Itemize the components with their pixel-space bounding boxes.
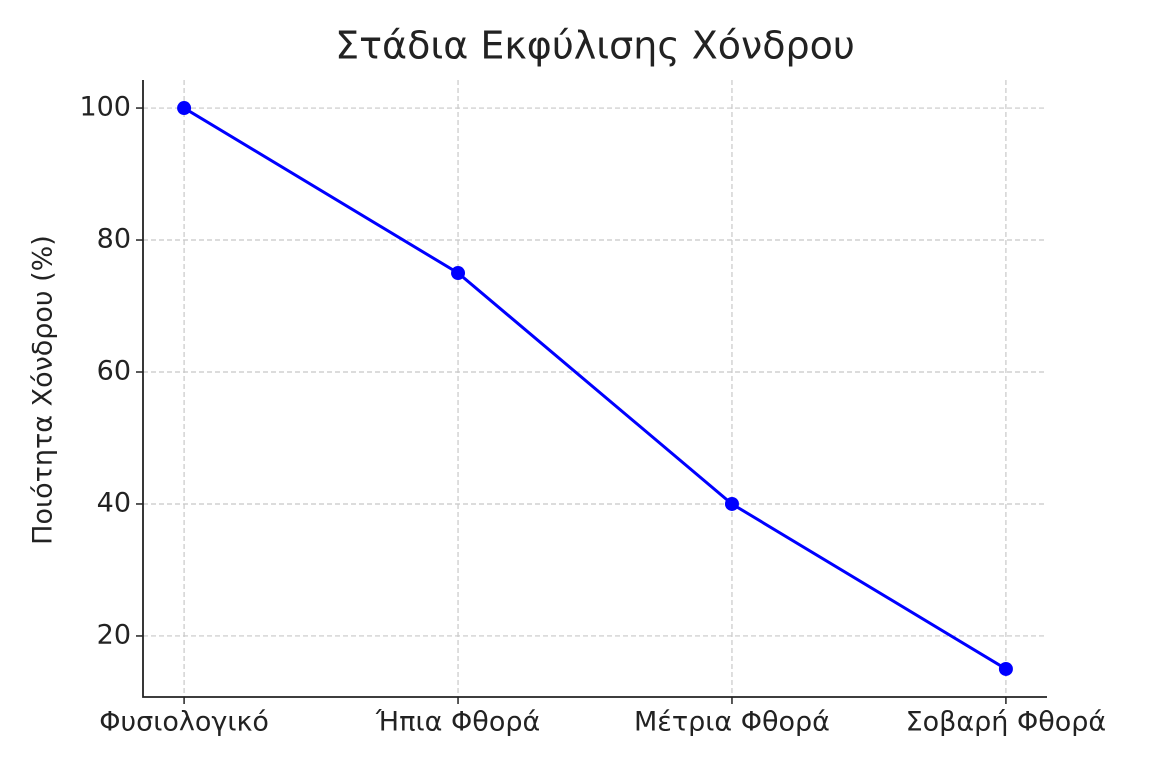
point <box>177 101 192 116</box>
y-tick-label: 40 <box>97 487 131 518</box>
y-axis-label: Ποιότητα Χόνδρου (%) <box>28 235 59 545</box>
point <box>451 266 466 281</box>
chart-title: Στάδια Εκφύλισης Χόνδρου <box>335 24 855 68</box>
x-tick-label: Μέτρια Φθορά <box>634 707 830 738</box>
line <box>183 106 1007 671</box>
x-tick-label: Φυσιολογικό <box>99 707 269 738</box>
y-tick-label: 80 <box>97 224 131 255</box>
x-tick-label: Σοβαρή Φθορά <box>906 707 1107 738</box>
axis-spines <box>142 80 1047 698</box>
x-tick-label: Ήπια Φθορά <box>375 707 541 738</box>
point <box>724 496 739 511</box>
point <box>998 661 1013 676</box>
y-tick-label: 20 <box>97 619 131 650</box>
y-tick-label: 100 <box>79 92 131 123</box>
y-tick-label: 60 <box>97 356 131 387</box>
